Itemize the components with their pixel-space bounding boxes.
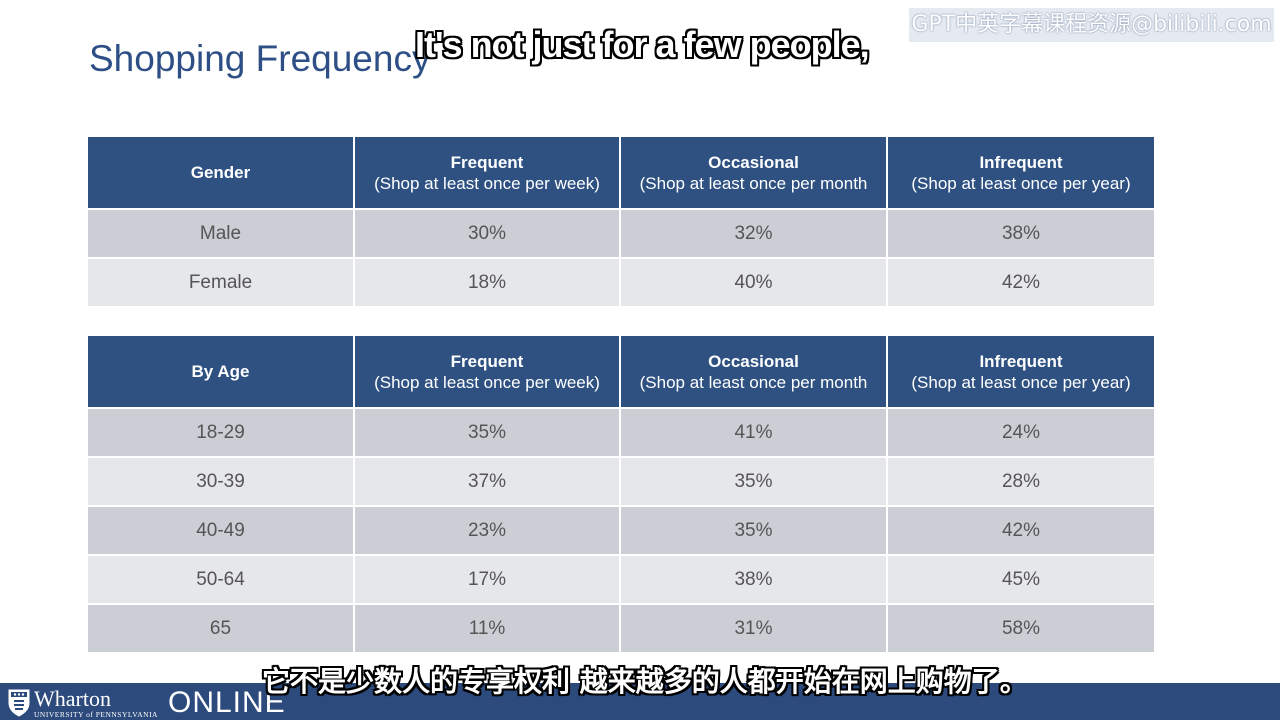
column-header-infrequent: Infrequent (Shop at least once per year) xyxy=(887,137,1154,209)
header-sublabel: (Shop at least once per month xyxy=(639,173,868,193)
cell-occasional: 32% xyxy=(620,208,888,258)
header-label: Infrequent xyxy=(979,152,1063,172)
cell-infrequent: 58% xyxy=(887,603,1154,652)
column-header-occasional: Occasional (Shop at least once per month xyxy=(620,137,888,209)
header-sublabel: (Shop at least once per week) xyxy=(374,173,600,193)
column-header-frequent: Frequent (Shop at least once per week) xyxy=(354,137,621,209)
table-row: Male 30% 32% 38% xyxy=(88,208,1154,258)
cell-infrequent: 28% xyxy=(887,456,1154,506)
column-header-by-age: By Age xyxy=(88,336,355,408)
header-label: Occasional xyxy=(708,152,799,172)
cell-frequent: 18% xyxy=(354,257,621,306)
watermark: GPT中英字幕课程资源@bilibili.com xyxy=(909,8,1274,42)
table-row: Female 18% 40% 42% xyxy=(88,257,1154,306)
gender-table: Gender Frequent (Shop at least once per … xyxy=(88,137,1154,306)
cell-frequent: 11% xyxy=(354,603,621,652)
cell-frequent: 30% xyxy=(354,208,621,258)
cell-infrequent: 24% xyxy=(887,407,1154,457)
header-label: Frequent xyxy=(450,351,524,371)
row-label: 40-49 xyxy=(88,505,355,555)
row-label: 30-39 xyxy=(88,456,355,506)
header-label: Frequent xyxy=(450,152,524,172)
cell-occasional: 40% xyxy=(620,257,888,306)
table-header-row: By Age Frequent (Shop at least once per … xyxy=(88,336,1154,408)
header-label: Infrequent xyxy=(979,351,1063,371)
penn-shield-icon xyxy=(8,689,30,717)
header-sublabel: (Shop at least once per week) xyxy=(374,372,600,392)
cell-infrequent: 45% xyxy=(887,554,1154,604)
row-label: 18-29 xyxy=(88,407,355,457)
cell-occasional: 35% xyxy=(620,456,888,506)
age-table: By Age Frequent (Shop at least once per … xyxy=(88,336,1154,652)
column-header-gender: Gender xyxy=(88,137,355,209)
table-row: 18-29 35% 41% 24% xyxy=(88,407,1154,457)
header-label: By Age xyxy=(191,362,250,381)
table-row: 30-39 37% 35% 28% xyxy=(88,456,1154,506)
row-label: Male xyxy=(88,208,355,258)
row-label: 65 xyxy=(88,603,355,652)
header-sublabel: (Shop at least once per year) xyxy=(911,173,1131,193)
table-row: 40-49 23% 35% 42% xyxy=(88,505,1154,555)
footer-bar xyxy=(0,683,1280,720)
column-header-infrequent: Infrequent (Shop at least once per year) xyxy=(887,336,1154,408)
cell-infrequent: 42% xyxy=(887,505,1154,555)
row-label: Female xyxy=(88,257,355,306)
column-header-frequent: Frequent (Shop at least once per week) xyxy=(354,336,621,408)
logo-wharton-text: Wharton xyxy=(34,685,111,711)
header-sublabel: (Shop at least once per year) xyxy=(911,372,1131,392)
cell-infrequent: 42% xyxy=(887,257,1154,306)
cell-frequent: 35% xyxy=(354,407,621,457)
subtitle-chinese: 它不是少数人的专享权利 越来越多的人都开始在网上购物了。 xyxy=(262,665,1028,698)
cell-occasional: 41% xyxy=(620,407,888,457)
wharton-online-logo: Wharton UNIVERSITY of PENNSYLVANIA ONLIN… xyxy=(8,686,286,720)
cell-infrequent: 38% xyxy=(887,208,1154,258)
header-label: Gender xyxy=(190,163,251,182)
slide-title: Shopping Frequency xyxy=(89,38,431,79)
header-label: Occasional xyxy=(708,351,799,371)
table-row: 65 11% 31% 58% xyxy=(88,603,1154,652)
header-sublabel: (Shop at least once per month xyxy=(639,372,868,392)
column-header-occasional: Occasional (Shop at least once per month xyxy=(620,336,888,408)
subtitle-english: It's not just for a few people, xyxy=(415,24,870,65)
cell-frequent: 37% xyxy=(354,456,621,506)
row-label: 50-64 xyxy=(88,554,355,604)
table-header-row: Gender Frequent (Shop at least once per … xyxy=(88,137,1154,209)
table-row: 50-64 17% 38% 45% xyxy=(88,554,1154,604)
cell-occasional: 35% xyxy=(620,505,888,555)
logo-online-text: ONLINE xyxy=(167,686,286,719)
cell-frequent: 17% xyxy=(354,554,621,604)
cell-frequent: 23% xyxy=(354,505,621,555)
cell-occasional: 31% xyxy=(620,603,888,652)
cell-occasional: 38% xyxy=(620,554,888,604)
logo-university-text: UNIVERSITY of PENNSYLVANIA xyxy=(34,709,158,719)
